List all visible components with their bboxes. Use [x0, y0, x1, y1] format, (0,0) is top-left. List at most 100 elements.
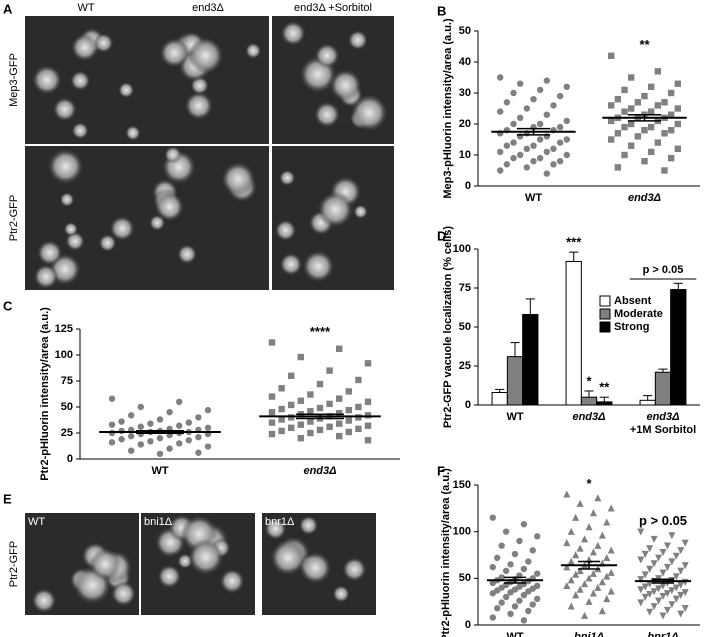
row-label: Mep3-GFP — [8, 53, 20, 107]
data-point — [567, 576, 575, 584]
significance: * — [586, 373, 592, 388]
bar — [565, 260, 582, 406]
data-point — [536, 136, 544, 143]
data-point — [536, 120, 544, 128]
data-point — [667, 89, 675, 97]
cell — [302, 250, 335, 283]
data-point — [507, 610, 514, 617]
data-point — [288, 424, 295, 431]
data-point — [326, 423, 333, 430]
data-point — [498, 599, 505, 606]
data-point — [510, 139, 517, 146]
data-point — [278, 416, 285, 423]
data-point — [572, 570, 580, 578]
data-point — [585, 597, 593, 605]
data-point — [516, 114, 524, 122]
legend-label: Moderate — [614, 308, 663, 320]
data-point — [326, 367, 333, 374]
data-point — [646, 580, 654, 588]
data-point — [581, 580, 589, 588]
cell — [164, 146, 182, 164]
data-point — [278, 405, 285, 413]
data-point — [195, 433, 202, 441]
data-point — [176, 398, 183, 405]
column-label: end3Δ +Sorbitol — [294, 2, 372, 14]
cell — [71, 122, 89, 140]
data-point — [543, 170, 551, 177]
cell — [184, 91, 214, 121]
data-point — [674, 80, 681, 87]
y-tick-label: 50 — [459, 572, 471, 584]
cell — [342, 557, 367, 582]
data-point — [589, 589, 597, 597]
data-point — [137, 403, 144, 411]
y-tick-label: 150 — [453, 479, 471, 491]
data-point — [594, 583, 602, 591]
data-point — [576, 567, 584, 575]
legend-swatch — [599, 321, 611, 333]
legend-swatch — [599, 308, 611, 320]
data-point — [672, 573, 680, 581]
data-point — [672, 552, 680, 560]
data-point — [166, 409, 173, 416]
data-point — [641, 550, 649, 558]
data-point — [550, 145, 557, 152]
data-point — [659, 612, 667, 620]
cell — [32, 64, 62, 95]
data-point — [307, 391, 314, 398]
x-tick-label: end3Δ — [646, 411, 679, 423]
data-point — [668, 601, 676, 609]
data-point — [677, 591, 685, 599]
y-tick-label: 25 — [459, 360, 471, 372]
data-point — [118, 436, 125, 443]
data-point — [655, 554, 663, 562]
group-note: p > 0.05 — [643, 264, 684, 276]
data-point — [507, 561, 514, 568]
data-point — [128, 432, 135, 440]
data-point — [502, 593, 510, 601]
data-point — [497, 148, 504, 156]
data-point — [364, 412, 372, 419]
data-point — [516, 80, 524, 87]
data-point — [594, 494, 602, 502]
data-point — [108, 429, 116, 437]
data-point — [529, 601, 536, 608]
data-point — [674, 120, 681, 128]
y-tick-label: 0 — [465, 180, 471, 192]
legend-swatch — [599, 295, 611, 307]
data-point — [530, 142, 537, 149]
cell — [111, 581, 137, 607]
data-point — [278, 385, 285, 392]
data-point — [108, 395, 116, 402]
y-tick-label: 0 — [67, 453, 73, 465]
data-point — [637, 576, 645, 584]
cell — [52, 97, 77, 122]
data-point — [663, 590, 671, 598]
data-point — [608, 52, 615, 59]
data-point — [663, 563, 671, 571]
x-tick-label: bni1Δ — [574, 631, 604, 637]
data-point — [637, 556, 645, 564]
data-point — [668, 587, 676, 595]
data-point — [659, 582, 667, 590]
data-point — [529, 547, 536, 554]
cell — [274, 219, 297, 241]
data-point — [646, 608, 654, 616]
data-point — [543, 148, 551, 156]
cell — [63, 222, 78, 237]
cell — [71, 33, 99, 62]
data-point — [297, 397, 304, 404]
cell — [118, 82, 135, 98]
data-point — [204, 406, 212, 414]
x-tick-label: WT — [506, 411, 523, 423]
data-point — [589, 548, 597, 556]
data-point — [511, 603, 519, 610]
data-point — [637, 528, 645, 536]
data-point — [621, 151, 628, 159]
data-point — [316, 404, 324, 412]
bar — [670, 289, 687, 406]
data-point — [576, 585, 584, 593]
panel-label: F — [437, 463, 445, 478]
y-tick-label: 125 — [55, 323, 73, 335]
data-point — [598, 531, 606, 539]
